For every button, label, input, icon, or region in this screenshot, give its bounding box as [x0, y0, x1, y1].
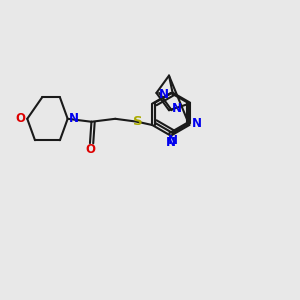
- Text: N: N: [168, 134, 178, 147]
- Text: O: O: [16, 112, 26, 125]
- Text: N: N: [69, 112, 79, 125]
- Text: N: N: [171, 102, 182, 115]
- Text: O: O: [85, 143, 95, 156]
- Text: N: N: [159, 88, 169, 101]
- Text: S: S: [133, 115, 142, 128]
- Text: N: N: [192, 117, 202, 130]
- Text: N: N: [166, 136, 176, 149]
